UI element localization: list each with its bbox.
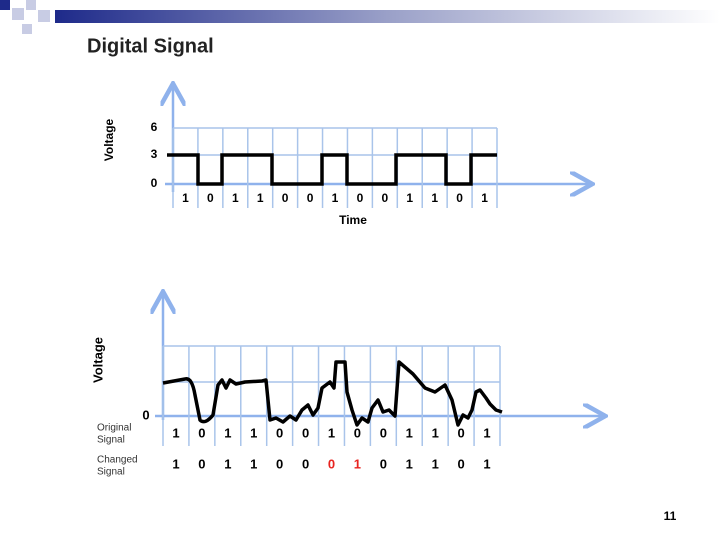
changed-bit: 1 [224, 456, 231, 471]
top-diagram: Voltage Time 6 3 0 1 0 1 1 0 0 1 0 0 1 1 0 1 [102, 86, 590, 227]
original-bit: 1 [328, 425, 335, 440]
bit-label: 0 [307, 191, 314, 205]
noisy-signal [162, 360, 503, 427]
y-tick-label: 3 [151, 147, 158, 161]
bit-label: 0 [207, 191, 214, 205]
title: Digital Signal [87, 35, 214, 57]
bit-label: 0 [282, 191, 289, 205]
y-axis-label: Voltage [102, 118, 116, 161]
square-wave [167, 153, 497, 186]
original-bit: 0 [276, 425, 283, 440]
page-number: 11 [664, 509, 677, 523]
x-axis-label: Time [339, 213, 367, 227]
changed-bit: 0 [328, 456, 335, 471]
bit-label: 1 [182, 191, 189, 205]
changed-bit: 1 [432, 456, 439, 471]
bit-label: 1 [257, 191, 264, 205]
changed-bit: 1 [406, 456, 413, 471]
changed-bit: 0 [380, 456, 387, 471]
original-bit: 0 [198, 425, 205, 440]
changed-bit: 0 [457, 456, 464, 471]
row-label: Changed [97, 455, 138, 466]
bit-label: 0 [357, 191, 364, 205]
changed-bit: 0 [302, 456, 309, 471]
original-bit: 0 [354, 425, 361, 440]
original-bit: 1 [250, 425, 257, 440]
y-tick-label: 0 [151, 176, 158, 190]
original-bit: 0 [380, 425, 387, 440]
original-bit: 1 [224, 425, 231, 440]
y-tick-label: 0 [142, 407, 149, 422]
bit-label: 1 [431, 191, 438, 205]
y-tick-label: 6 [151, 120, 158, 134]
bit-label: 1 [332, 191, 339, 205]
original-bit: 1 [406, 425, 413, 440]
original-bit: 1 [483, 425, 490, 440]
changed-bit: 1 [250, 456, 257, 471]
bit-label: 1 [406, 191, 413, 205]
original-bit: 0 [457, 425, 464, 440]
original-bit: 1 [172, 425, 179, 440]
changed-bit: 0 [276, 456, 283, 471]
row-label: Original [97, 423, 131, 434]
bit-label: 1 [232, 191, 239, 205]
bit-label: 0 [382, 191, 389, 205]
changed-bit: 1 [354, 456, 361, 471]
changed-bit: 1 [483, 456, 490, 471]
bottom-diagram: Voltage 0 Original Signal Changed Signal… [90, 294, 603, 478]
bit-label: 0 [456, 191, 463, 205]
row-label: Signal [97, 435, 125, 446]
original-bit: 0 [302, 425, 309, 440]
y-axis-label: Voltage [90, 337, 105, 383]
bit-label: 1 [481, 191, 488, 205]
changed-bit: 0 [198, 456, 205, 471]
row-label: Signal [97, 467, 125, 478]
original-bit: 1 [432, 425, 439, 440]
changed-bit: 1 [172, 456, 179, 471]
decoration [0, 0, 720, 34]
